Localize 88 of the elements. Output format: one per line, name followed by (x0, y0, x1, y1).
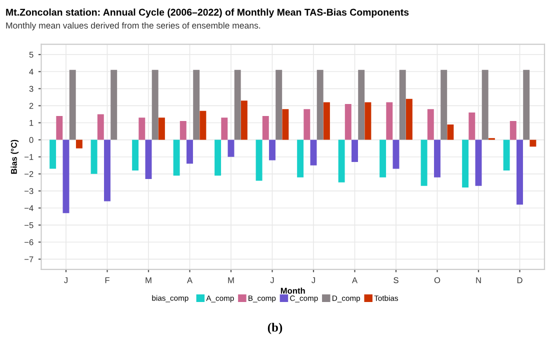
bar (214, 140, 222, 176)
bar (364, 102, 372, 140)
x-tick-label: N (476, 277, 481, 284)
bar (50, 140, 56, 169)
y-tick-label: 5 (29, 52, 34, 58)
bar (510, 121, 516, 140)
bar (262, 116, 269, 140)
bar (434, 140, 440, 178)
bar (132, 140, 139, 170)
bar (310, 140, 317, 166)
y-tick-label: −1 (24, 154, 34, 160)
bar (228, 140, 234, 157)
bar (276, 70, 282, 140)
bar (380, 140, 386, 178)
y-tick-label: 2 (29, 102, 34, 109)
bar (523, 70, 530, 140)
bar (399, 70, 406, 140)
bar (56, 116, 63, 140)
bar (503, 140, 510, 170)
bar (90, 140, 98, 174)
bar (482, 70, 488, 140)
bar (304, 109, 310, 140)
bar (173, 140, 180, 176)
y-tick-label: −7 (24, 256, 34, 262)
bar (152, 70, 158, 140)
x-tick-label: A (186, 277, 193, 284)
bar (76, 140, 82, 148)
bar (269, 140, 276, 160)
bar (138, 118, 146, 140)
bar (344, 104, 352, 140)
bar (145, 140, 152, 180)
bar (468, 112, 476, 140)
x-tick-label: F (105, 277, 110, 284)
bar (97, 114, 104, 140)
y-tick-label: 3 (29, 86, 34, 92)
bar (420, 140, 428, 186)
bar (338, 140, 345, 182)
x-tick-label: A (352, 277, 358, 284)
bar (440, 70, 448, 140)
chart-title: Mt.Zoncolan station: Annual Cycle (2006–2022) of Monthly Mean TAS-Bias Components (6, 8, 409, 18)
x-tick-label: M (146, 277, 152, 284)
x-tick-label: D (517, 277, 522, 284)
bar (352, 140, 358, 162)
bar (447, 124, 454, 140)
bar (462, 140, 469, 188)
bar (240, 100, 248, 140)
bar (386, 102, 393, 140)
x-tick-label: J (270, 277, 274, 284)
bar (193, 70, 200, 140)
bar (158, 118, 165, 140)
bar (316, 70, 324, 140)
bar (62, 140, 70, 214)
y-tick-label: −6 (24, 239, 34, 246)
bar (358, 70, 365, 140)
bar (110, 70, 118, 140)
bar (69, 70, 76, 140)
bar (323, 102, 330, 140)
bar (282, 109, 289, 140)
bar (256, 140, 262, 181)
bar (297, 140, 304, 178)
bar (200, 110, 206, 140)
y-tick-label: −4 (24, 205, 34, 212)
bar (392, 140, 400, 169)
bar (186, 140, 193, 164)
bar (104, 140, 110, 202)
x-tick-label: O (434, 277, 440, 284)
bar (406, 98, 412, 140)
text: (b) (268, 322, 282, 334)
y-tick-label: −5 (24, 222, 34, 228)
bar (234, 70, 241, 140)
bar (516, 140, 523, 205)
x-tick-label: J (312, 277, 315, 284)
bar (530, 140, 536, 147)
bar (180, 121, 186, 140)
x-axis-title: Month (280, 288, 305, 294)
y-tick-label: 1 (30, 120, 34, 126)
y-axis-title: Bias (°C) (10, 140, 19, 174)
y-tick-label: −3 (24, 188, 34, 194)
bar (221, 118, 228, 140)
y-tick-label: 4 (29, 68, 34, 75)
bar (475, 140, 482, 186)
bar (427, 109, 434, 140)
y-tick-label: −2 (24, 171, 34, 177)
y-tick-label: 0 (29, 137, 34, 143)
x-tick-label: S (394, 277, 398, 284)
chart-subtitle: Monthly mean values derived from the series of ensemble means. (6, 22, 260, 30)
x-tick-label: J (64, 277, 68, 284)
x-tick-label: M (228, 277, 234, 284)
